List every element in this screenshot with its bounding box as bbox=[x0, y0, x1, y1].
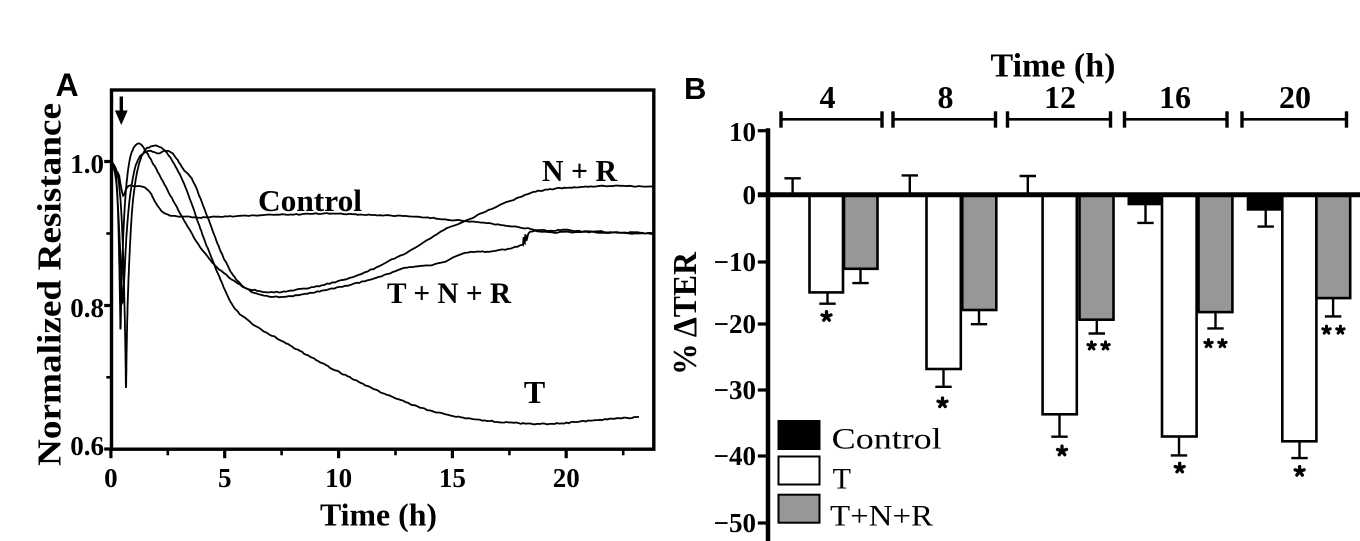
svg-text:10: 10 bbox=[325, 463, 352, 493]
svg-text:−50: −50 bbox=[714, 508, 756, 538]
svg-text:0.6: 0.6 bbox=[70, 431, 104, 461]
svg-text:4: 4 bbox=[820, 79, 836, 115]
svg-text:−20: −20 bbox=[714, 309, 756, 339]
svg-text:−10: −10 bbox=[714, 247, 756, 277]
svg-text:12: 12 bbox=[1044, 79, 1076, 115]
svg-text:0: 0 bbox=[104, 463, 118, 493]
svg-text:16: 16 bbox=[1159, 79, 1191, 115]
svg-text:Time (h): Time (h) bbox=[320, 497, 437, 533]
svg-text:15: 15 bbox=[439, 463, 466, 493]
svg-text:Time (h): Time (h) bbox=[991, 48, 1116, 85]
svg-text:A: A bbox=[56, 67, 79, 103]
svg-text:5: 5 bbox=[218, 463, 232, 493]
svg-text:T: T bbox=[833, 463, 851, 496]
svg-text:8: 8 bbox=[938, 79, 954, 115]
svg-text:Control: Control bbox=[832, 423, 942, 456]
svg-text:0: 0 bbox=[743, 180, 757, 210]
svg-text:−30: −30 bbox=[714, 375, 756, 405]
svg-text:−40: −40 bbox=[714, 441, 756, 471]
svg-text:10: 10 bbox=[729, 117, 756, 147]
svg-text:Normalized Resistance: Normalized Resistance bbox=[32, 103, 69, 466]
svg-text:N + R: N + R bbox=[542, 153, 618, 188]
svg-text:Control: Control bbox=[258, 183, 362, 218]
svg-text:% ΔTER: % ΔTER bbox=[667, 252, 704, 375]
svg-text:B: B bbox=[684, 71, 706, 106]
svg-text:20: 20 bbox=[553, 463, 580, 493]
svg-text:20: 20 bbox=[1279, 79, 1311, 115]
svg-text:T+N+R: T+N+R bbox=[830, 500, 933, 533]
svg-text:T: T bbox=[524, 374, 545, 410]
svg-text:0.8: 0.8 bbox=[70, 293, 104, 323]
svg-text:1.0: 1.0 bbox=[70, 149, 104, 179]
svg-text:T + N + R: T + N + R bbox=[387, 277, 511, 310]
